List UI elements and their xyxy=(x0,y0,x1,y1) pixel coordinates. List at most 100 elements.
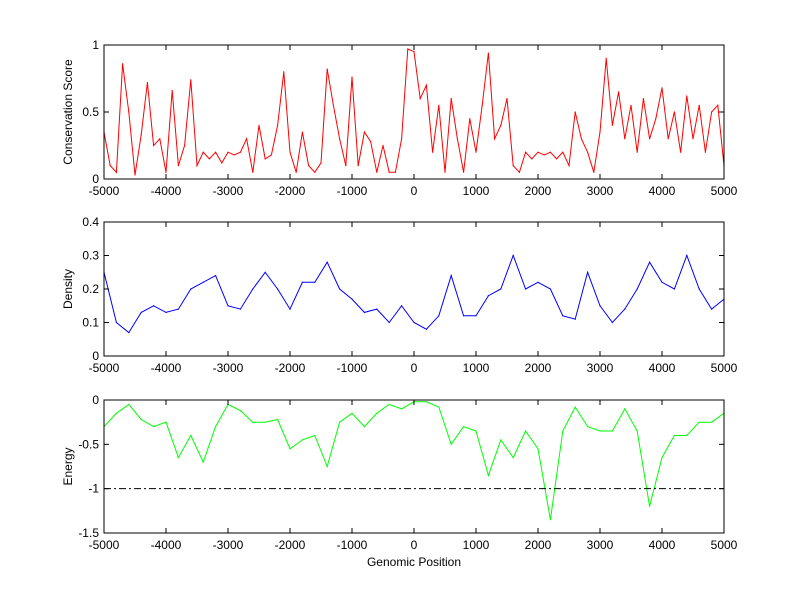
data-point xyxy=(549,151,552,153)
data-point xyxy=(649,261,651,263)
data-point xyxy=(314,434,316,437)
y-axis-label: Conservation Score xyxy=(61,59,75,165)
data-point xyxy=(122,63,124,65)
data-point xyxy=(301,281,303,283)
data-point xyxy=(537,151,539,153)
x-tick-label: 3000 xyxy=(587,184,614,198)
data-point xyxy=(549,288,552,290)
data-point xyxy=(444,171,446,173)
x-tick-label: 5000 xyxy=(711,361,738,375)
data-point xyxy=(661,87,663,89)
data-point xyxy=(270,154,272,156)
data-point xyxy=(636,151,638,153)
data-point xyxy=(618,91,620,93)
x-tick-label: -2000 xyxy=(275,184,306,198)
data-point xyxy=(549,519,552,521)
data-point xyxy=(438,315,440,317)
data-point xyxy=(469,118,471,120)
data-point xyxy=(221,162,223,164)
data-point xyxy=(717,104,719,106)
data-point xyxy=(401,408,403,410)
y-tick-label: -1.5 xyxy=(78,526,99,540)
data-point xyxy=(289,151,291,153)
data-point xyxy=(673,111,676,113)
data-point xyxy=(593,171,595,173)
data-point xyxy=(339,138,341,140)
data-point xyxy=(128,403,130,406)
subplot-1: -5000 -4000 -3000 -2000 -1000 0 1000 2000 3000 40… xyxy=(61,38,738,198)
data-point xyxy=(277,418,279,421)
data-point xyxy=(165,311,167,314)
data-point xyxy=(134,174,136,176)
data-point xyxy=(326,261,328,263)
subplot-2: -5000 -4000 -3000 -2000 -1000 0 1000 2000 3000 40… xyxy=(61,215,738,375)
data-point xyxy=(177,165,179,167)
data-point xyxy=(177,308,179,310)
y-axis-label: Energy xyxy=(61,447,75,485)
data-point xyxy=(128,111,130,113)
data-point xyxy=(190,288,192,290)
data-point xyxy=(314,171,316,173)
data-point xyxy=(363,131,365,133)
data-point xyxy=(239,308,241,310)
data-point xyxy=(649,138,651,140)
data-point xyxy=(239,410,241,412)
data-point xyxy=(568,165,570,167)
data-point xyxy=(686,434,688,437)
data-point xyxy=(153,305,155,307)
data-point xyxy=(704,151,707,153)
data-point xyxy=(506,98,508,100)
data-point xyxy=(401,138,403,140)
data-point xyxy=(438,104,440,106)
data-point xyxy=(562,430,564,432)
data-point xyxy=(500,124,502,126)
data-point xyxy=(376,412,378,414)
data-point xyxy=(556,158,558,160)
data-point xyxy=(184,144,186,147)
data-point xyxy=(624,408,626,410)
data-point xyxy=(258,124,260,126)
data-point xyxy=(599,131,601,133)
data-point xyxy=(487,474,489,476)
data-point xyxy=(642,98,645,100)
data-point xyxy=(481,104,483,106)
x-tick-label: -1000 xyxy=(337,184,368,198)
data-point xyxy=(252,288,254,290)
data-point xyxy=(574,111,576,113)
data-point xyxy=(649,505,651,507)
data-point xyxy=(370,140,372,143)
data-point xyxy=(190,434,192,437)
x-tick-label: -3000 xyxy=(213,361,244,375)
data-point xyxy=(698,288,700,290)
data-point xyxy=(531,158,533,160)
data-point xyxy=(227,305,229,307)
data-point xyxy=(475,315,477,317)
data-point xyxy=(376,308,378,310)
data-point xyxy=(425,401,427,403)
data-point xyxy=(587,151,589,153)
data-point xyxy=(624,138,626,140)
data-point xyxy=(351,412,353,414)
data-point xyxy=(599,305,601,307)
data-point xyxy=(177,457,179,459)
subplot-3: -5000 -4000 -3000 -2000 -1000 0 1000 2000 3000 40… xyxy=(61,393,738,569)
data-point xyxy=(320,162,322,164)
data-point xyxy=(463,315,465,317)
x-tick-label: -3000 xyxy=(213,184,244,198)
x-tick-label: 4000 xyxy=(649,361,676,375)
data-point xyxy=(351,298,353,300)
data-point xyxy=(500,439,502,441)
data-point xyxy=(698,104,700,106)
data-point xyxy=(227,151,229,153)
y-tick-label: 0.4 xyxy=(82,215,99,229)
data-point xyxy=(525,288,527,290)
data-point xyxy=(661,281,663,283)
data-point xyxy=(196,165,198,167)
data-point xyxy=(332,104,334,106)
data-point xyxy=(202,461,204,463)
data-point xyxy=(487,52,489,54)
data-point xyxy=(326,465,328,468)
x-tick-label: 1000 xyxy=(463,361,490,375)
data-point xyxy=(655,118,657,120)
data-point xyxy=(611,124,614,126)
